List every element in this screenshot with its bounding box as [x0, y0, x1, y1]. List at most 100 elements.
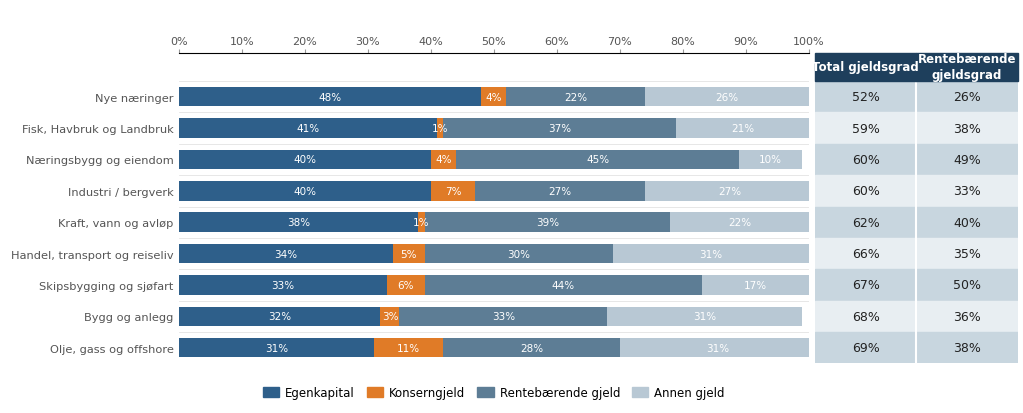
Bar	[481, 88, 506, 107]
FancyBboxPatch shape	[917, 176, 1018, 207]
FancyBboxPatch shape	[814, 54, 917, 82]
FancyBboxPatch shape	[814, 82, 917, 113]
Text: 3%: 3%	[382, 311, 398, 321]
Text: 21%: 21%	[730, 124, 754, 134]
Text: 6%: 6%	[397, 280, 414, 290]
FancyBboxPatch shape	[917, 270, 1018, 301]
Bar	[179, 244, 393, 263]
FancyBboxPatch shape	[917, 82, 1018, 113]
Text: Total gjeldsgrad: Total gjeldsgrad	[812, 61, 919, 74]
Text: 50%: 50%	[953, 279, 981, 292]
Bar	[418, 213, 425, 233]
Text: 69%: 69%	[852, 341, 880, 354]
Bar	[644, 182, 815, 201]
FancyBboxPatch shape	[814, 270, 917, 301]
Text: 52%: 52%	[851, 91, 880, 104]
Text: 4%: 4%	[435, 155, 452, 165]
Text: 33%: 33%	[492, 311, 515, 321]
Bar	[393, 244, 425, 263]
FancyBboxPatch shape	[814, 207, 917, 238]
Bar	[431, 182, 475, 201]
Bar	[676, 119, 808, 138]
FancyBboxPatch shape	[917, 145, 1018, 176]
Text: 62%: 62%	[852, 216, 880, 229]
Text: 40%: 40%	[294, 186, 316, 196]
FancyBboxPatch shape	[814, 332, 917, 363]
FancyBboxPatch shape	[814, 113, 917, 145]
Bar	[607, 307, 802, 326]
Bar	[387, 275, 425, 295]
FancyBboxPatch shape	[917, 238, 1018, 270]
FancyBboxPatch shape	[917, 301, 1018, 332]
Text: 31%: 31%	[706, 343, 728, 353]
Text: 38%: 38%	[953, 122, 981, 135]
Bar	[179, 338, 374, 358]
Text: 44%: 44%	[551, 280, 575, 290]
FancyBboxPatch shape	[917, 332, 1018, 363]
Bar	[179, 182, 431, 201]
Bar	[740, 150, 802, 170]
Bar	[506, 88, 644, 107]
Bar	[431, 150, 456, 170]
FancyBboxPatch shape	[917, 207, 1018, 238]
Text: 22%: 22%	[564, 93, 587, 102]
Bar	[179, 88, 481, 107]
Bar	[620, 338, 815, 358]
Bar	[425, 213, 670, 233]
Text: 67%: 67%	[851, 279, 880, 292]
Bar	[702, 275, 808, 295]
Text: 17%: 17%	[744, 280, 766, 290]
Text: 66%: 66%	[852, 247, 880, 261]
Bar	[443, 338, 620, 358]
Bar	[644, 88, 808, 107]
Bar	[374, 338, 443, 358]
Text: 35%: 35%	[953, 247, 981, 261]
FancyBboxPatch shape	[814, 238, 917, 270]
Bar	[425, 275, 702, 295]
Bar	[443, 119, 676, 138]
Text: 26%: 26%	[953, 91, 981, 104]
Bar	[399, 307, 607, 326]
Text: 37%: 37%	[548, 124, 572, 134]
Text: 39%: 39%	[536, 218, 559, 228]
Legend: Egenkapital, Konserngjeld, Rentebærende gjeld, Annen gjeld: Egenkapital, Konserngjeld, Rentebærende …	[258, 382, 729, 404]
Text: 60%: 60%	[851, 154, 880, 166]
FancyBboxPatch shape	[917, 54, 1018, 82]
Text: 45%: 45%	[586, 155, 610, 165]
Text: 4%: 4%	[486, 93, 502, 102]
Text: 11%: 11%	[397, 343, 420, 353]
Bar	[179, 213, 418, 233]
Text: 59%: 59%	[851, 122, 880, 135]
Text: 38%: 38%	[953, 341, 981, 354]
FancyBboxPatch shape	[814, 176, 917, 207]
Text: 31%: 31%	[700, 249, 722, 259]
Text: 40%: 40%	[294, 155, 316, 165]
Text: 48%: 48%	[318, 93, 342, 102]
Text: 28%: 28%	[520, 343, 543, 353]
Text: 1%: 1%	[432, 124, 448, 134]
Text: 1%: 1%	[413, 218, 430, 228]
Text: 10%: 10%	[759, 155, 783, 165]
Text: 33%: 33%	[953, 185, 981, 198]
Text: 38%: 38%	[287, 218, 310, 228]
Text: 41%: 41%	[297, 124, 319, 134]
Bar	[456, 150, 740, 170]
Bar	[425, 244, 614, 263]
Text: Rentebærende
gjeldsgrad: Rentebærende gjeldsgrad	[918, 53, 1017, 82]
FancyBboxPatch shape	[917, 113, 1018, 145]
Text: 22%: 22%	[727, 218, 751, 228]
Text: 31%: 31%	[265, 343, 288, 353]
Text: 26%: 26%	[715, 93, 739, 102]
Text: 34%: 34%	[274, 249, 298, 259]
Bar	[437, 119, 443, 138]
Bar	[614, 244, 808, 263]
Text: 27%: 27%	[718, 186, 742, 196]
Bar	[179, 119, 437, 138]
Bar	[179, 307, 381, 326]
Text: 30%: 30%	[507, 249, 531, 259]
Text: 32%: 32%	[268, 311, 292, 321]
FancyBboxPatch shape	[814, 301, 917, 332]
Text: 31%: 31%	[694, 311, 716, 321]
Text: 5%: 5%	[401, 249, 417, 259]
Text: 7%: 7%	[445, 186, 461, 196]
